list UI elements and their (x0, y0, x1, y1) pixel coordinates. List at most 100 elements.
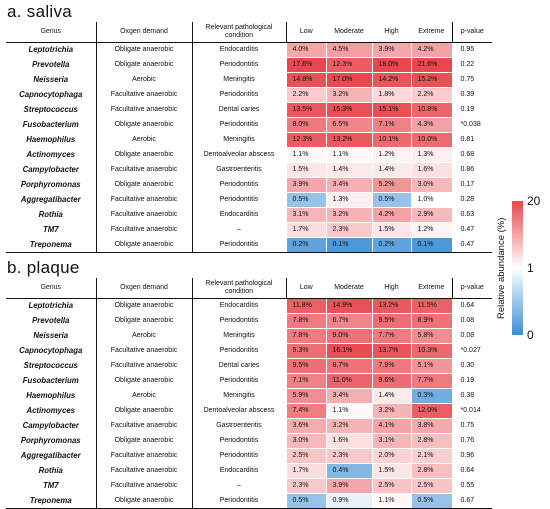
pvalue-header: p-value (451, 22, 492, 43)
genus-cell: Aggregatibacter (20, 451, 81, 460)
table-row: Actinomyces Obligate anaerobic Dentoalveol… (6, 402, 492, 419)
pathology-cell: Periodontitis (191, 313, 286, 328)
legend-tick-min: 0 (527, 328, 534, 342)
abundance-cell: 12.3% (325, 56, 373, 73)
pathology-cell: – (191, 222, 286, 237)
legend-tick-max: 20 (527, 194, 541, 208)
oxygen-demand-cell: Obligate anaerobic (95, 147, 192, 162)
abundance-cell: 2.3% (325, 221, 373, 238)
abundance-cell: 3.0% (285, 432, 327, 449)
abundance-cell: 3.2% (325, 86, 373, 103)
oxygen-demand-cell: Aerobic (95, 132, 192, 147)
pathology-cell: Periodontitis (191, 237, 286, 253)
oxygen-demand-cell: Obligate anaerobic (95, 57, 192, 72)
abundance-cell: 5.1% (410, 357, 453, 374)
pvalue-cell: 0.75 (451, 418, 492, 433)
genus-cell: Capnocytophaga (19, 346, 83, 355)
abundance-cell: 12.0% (410, 402, 453, 419)
pvalue-cell: 0.96 (451, 448, 492, 463)
abundance-cell: 3.4% (325, 176, 373, 193)
abundance-cell: 10.3% (410, 342, 453, 359)
pathology-cell: Endocarditis (191, 42, 286, 57)
pathology-cell: Dental caries (191, 358, 286, 373)
abundance-cell: 6.7% (325, 312, 373, 329)
abundance-cell: 3.9% (285, 176, 327, 193)
abundance-cell: 15.2% (410, 71, 453, 88)
abundance-cell: 2.1% (410, 447, 453, 464)
abundance-cell: 4.0% (285, 41, 327, 58)
abundance-cell: 1.5% (285, 161, 327, 178)
abundance-cell: 8.9% (410, 312, 453, 329)
genus-cell: Rothia (38, 210, 63, 219)
pathology-cell: Periodontitis (191, 57, 286, 72)
pvalue-cell: *0.014 (451, 403, 492, 418)
abundance-cell: 1.2% (410, 221, 453, 238)
abundance-cell: 3.0% (410, 176, 453, 193)
abundance-cell: 2.0% (371, 447, 412, 464)
abundance-cell: 1.7% (285, 221, 327, 238)
table-row: Porphyromonas Obligate anaerobic Periodont… (6, 432, 492, 449)
table-row: Streptococcus Facultative anaerobic Dental… (6, 101, 492, 118)
genus-cell: Neisseria (33, 75, 69, 84)
legend-tick-mid: 1 (527, 261, 534, 275)
table-row: Haemophilus Aerobic Meningitis 5.9% 3.4% 1.4%… (6, 387, 492, 404)
oxygen-demand-cell: Aerobic (95, 72, 192, 87)
abundance-cell: 10.0% (410, 131, 453, 148)
abundance-cell: 2.5% (285, 447, 327, 464)
oxygen-demand-cell: Facultative anaerobic (95, 463, 192, 478)
abundance-cell: 15.3% (325, 101, 373, 118)
abundance-cell: 9.6% (371, 372, 412, 389)
table-row: Prevotella Obligate anaerobic Periodontiti… (6, 56, 492, 73)
abundance-cell: 0.2% (371, 236, 412, 253)
table-row: Capnocytophaga Facultative anaerobic Perio… (6, 86, 492, 103)
pvalue-cell: 0.19 (451, 373, 492, 388)
genus-cell: Rothia (38, 466, 63, 475)
abundance-cell: 8.0% (285, 116, 327, 133)
pathology-header: Relevant pathological condition (191, 22, 286, 43)
abundance-cell: 7.7% (410, 372, 453, 389)
abundance-cell: 7.8% (285, 312, 327, 329)
color-scale-bar (512, 201, 523, 335)
genus-cell: Prevotella (32, 60, 70, 69)
pvalue-cell: 0.47 (451, 237, 492, 253)
pvalue-cell: 0.17 (451, 177, 492, 192)
table-row: Neisseria Aerobic Meningitis 14.8% 17.0% 14.2… (6, 71, 492, 88)
abundance-cell: 1.1% (285, 146, 327, 163)
abundance-cell: 5.2% (371, 176, 412, 193)
table-row: Leptotrichia Obligate anaerobic Endocardit… (6, 41, 492, 58)
moderate-header: Moderate (326, 278, 372, 299)
pvalue-cell: 0.63 (451, 207, 492, 222)
abundance-cell: 0.5% (285, 492, 327, 509)
pathology-cell: Periodontitis (191, 433, 286, 448)
pathology-cell: Dental caries (191, 102, 286, 117)
abundance-cell: 1.3% (325, 191, 373, 208)
abundance-cell: 14.9% (325, 297, 373, 314)
low-header: Low (285, 22, 326, 43)
pvalue-cell: 0.75 (451, 72, 492, 87)
genus-cell: Porphyromonas (20, 436, 81, 445)
oxygen-header: Oxgen demand (95, 278, 192, 299)
abundance-cell: 7.1% (285, 372, 327, 389)
abundance-cell: 2.8% (410, 462, 453, 479)
abundance-cell: 3.9% (325, 477, 373, 494)
table-row: TM7 Facultative anaerobic –2.3% 3.9% 2.5% 2.5… (6, 477, 492, 494)
pvalue-cell: 0.47 (451, 222, 492, 237)
table-row: Treponema Obligate anaerobic Periodontitis… (6, 236, 492, 253)
abundance-cell: 7.1% (371, 116, 412, 133)
high-header: High (372, 22, 411, 43)
pvalue-cell: 0.76 (451, 433, 492, 448)
header-row: Genus Oxgen demand Relevant pathological… (6, 22, 492, 43)
genus-cell: Streptococcus (23, 105, 78, 114)
abundance-cell: 14.8% (285, 71, 327, 88)
oxygen-header: Oxgen demand (95, 22, 192, 43)
abundance-cell: 4.1% (371, 417, 412, 434)
oxygen-demand-cell: Facultative anaerobic (95, 162, 192, 177)
abundance-cell: 9.5% (371, 312, 412, 329)
pvalue-cell: *0.027 (451, 343, 492, 358)
oxygen-demand-cell: Obligate anaerobic (95, 493, 192, 509)
table-body: Leptotrichia Obligate anaerobic Endocardit… (6, 297, 492, 509)
oxygen-demand-cell: Obligate anaerobic (95, 373, 192, 388)
pvalue-header: p-value (451, 278, 492, 299)
genus-cell: Neisseria (33, 331, 69, 340)
genus-cell: Treponema (6, 493, 96, 509)
